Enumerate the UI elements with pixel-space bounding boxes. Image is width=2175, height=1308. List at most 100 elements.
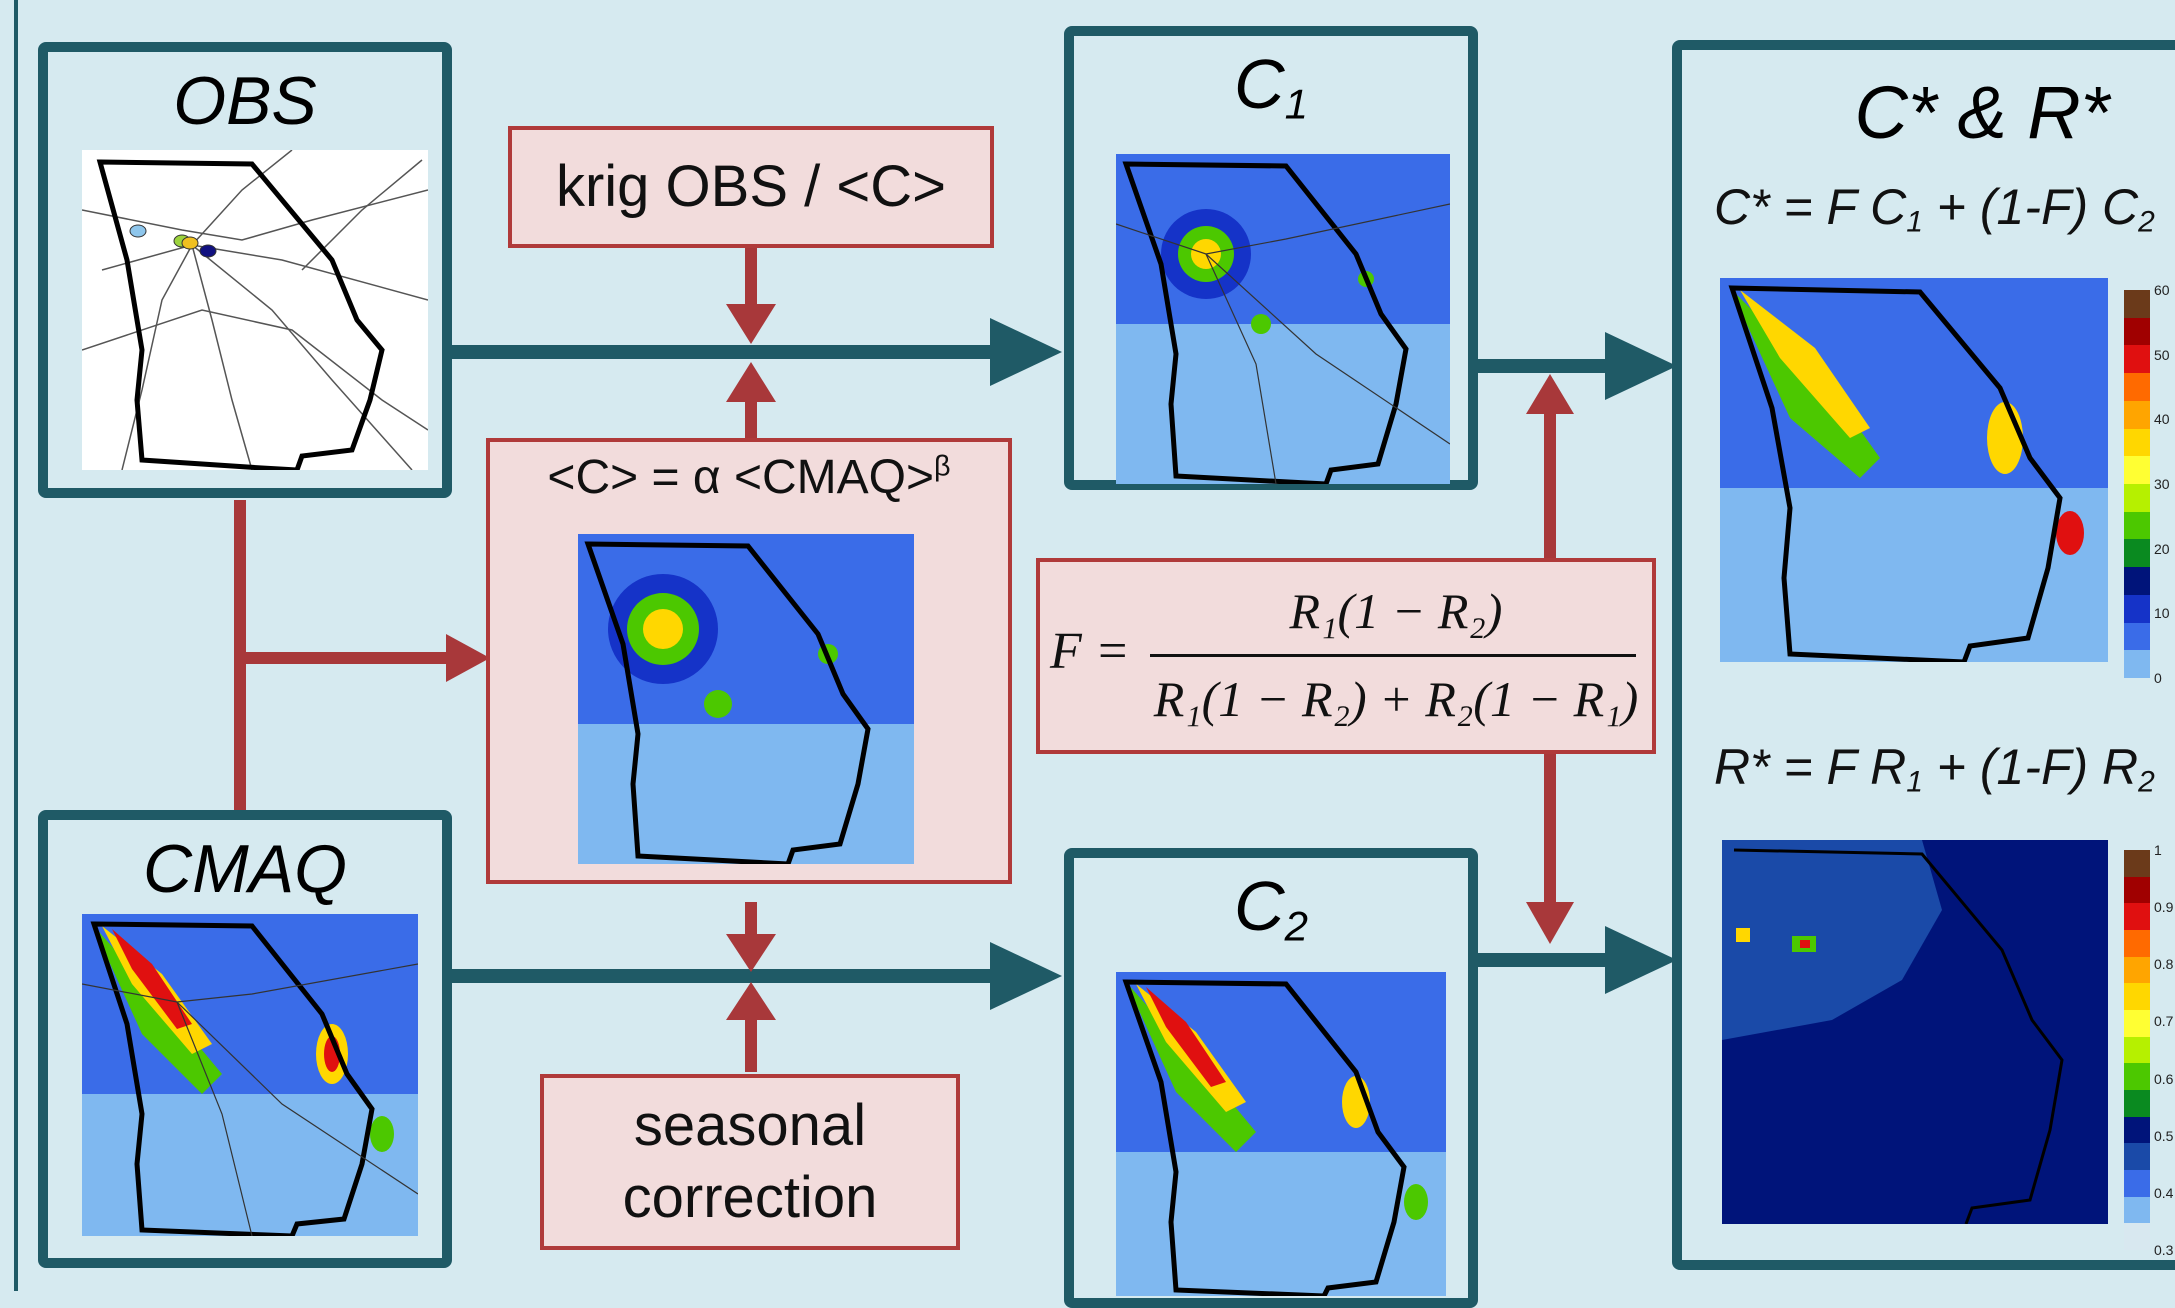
rstar-colorbar-tick-label: 0.4 <box>2154 1184 2174 1201</box>
seasonal-box: seasonal correction <box>540 1074 960 1250</box>
c2-to-combined-arrowhead <box>1605 926 1677 994</box>
rstar-sub1: 1 <box>1906 765 1923 799</box>
combined-panel: C* & R* C* = F C1 + (1-F) C2 60 50 40 30 20 1… <box>1672 40 2175 1270</box>
f-fraction-bar <box>1150 654 1636 657</box>
cstar-colorbar: 60 50 40 30 20 10 0 <box>2124 282 2170 686</box>
cstar-equation: C* = F C1 + (1-F) C2 <box>1714 178 2155 240</box>
rstar-colorbar: 1 0.9 0.8 0.7 0.6 0.5 0.4 0.3 <box>2124 842 2173 1258</box>
rstar-colorbar-swatch <box>2124 1116 2150 1144</box>
f-numerator: R₁(1 − R₂) <box>1289 583 1503 639</box>
regression-map <box>578 534 914 864</box>
cstar-colorbar-swatch <box>2124 400 2150 430</box>
c2-title-main: C <box>1234 867 1285 945</box>
cstar-colorbar-tick-label: 20 <box>2154 540 2170 557</box>
cstar-colorbar-swatch <box>2124 317 2150 346</box>
regression-label-main: <C> = α <CMAQ> <box>547 451 934 504</box>
rstar-map <box>1722 840 2108 1224</box>
rstar-colorbar-swatch <box>2124 1143 2150 1171</box>
f-denominator: R₁(1 − R₂) + R₂(1 − R₁) <box>1153 671 1639 727</box>
cstar-colorbar-tick-label: 60 <box>2154 282 2170 298</box>
cstar-colorbar-swatch <box>2124 650 2150 679</box>
f-up-arrowhead <box>1526 374 1574 414</box>
krig-box: krig OBS / <C> <box>508 126 994 248</box>
cmaq-to-c2-arrowhead <box>990 942 1062 1010</box>
krig-label: krig OBS / <C> <box>555 154 947 219</box>
seasonal-up-arrowhead <box>726 982 776 1020</box>
krig-down-arrowhead <box>726 304 776 344</box>
rstar-colorbar-swatch <box>2124 1036 2150 1064</box>
cmaq-title: CMAQ <box>143 831 347 907</box>
cstar-colorbar-swatch <box>2124 539 2150 568</box>
obs-to-c1-arrowhead <box>990 318 1062 386</box>
cmaq-panel: CMAQ <box>38 810 452 1268</box>
cstar-sub2: 2 <box>2138 205 2155 239</box>
c2-panel: C2 <box>1064 848 1478 1308</box>
obs-title: OBS <box>173 63 317 139</box>
regression-label: <C> = α <CMAQ>β <box>490 450 1008 505</box>
cstar-colorbar-swatch <box>2124 373 2150 402</box>
rstar-colorbar-swatch <box>2124 876 2150 904</box>
c2-map <box>1116 972 1446 1296</box>
c2-title-sub: 2 <box>1284 902 1308 950</box>
c1-to-combined-arrowhead <box>1605 332 1677 400</box>
rstar-colorbar-tick-label: 0.8 <box>2154 956 2174 973</box>
obs-panel: OBS <box>38 42 452 498</box>
cstar-colorbar-tick-label: 0 <box>2154 670 2162 686</box>
rstar-colorbar-swatch <box>2124 1223 2150 1251</box>
rstar-lhs: R* = F R <box>1714 739 1907 795</box>
rstar-colorbar-swatch <box>2124 983 2150 1011</box>
cstar-colorbar-swatch <box>2124 567 2150 596</box>
left-border <box>14 0 18 1291</box>
combined-title: C* & R* <box>1854 71 2110 154</box>
f-lhs: F = <box>1050 623 1130 680</box>
cstar-colorbar-swatch <box>2124 594 2150 624</box>
rstar-colorbar-swatch <box>2124 1063 2150 1091</box>
rstar-colorbar-tick-label: 1 <box>2154 842 2162 858</box>
cstar-colorbar-swatch <box>2124 511 2150 540</box>
cstar-colorbar-tick-label: 30 <box>2154 476 2170 492</box>
cstar-colorbar-swatch <box>2124 428 2150 457</box>
cstar-mid: + (1-F) C <box>1922 179 2139 235</box>
rstar-sub2: 2 <box>2138 765 2155 799</box>
cstar-colorbar-swatch <box>2124 456 2150 485</box>
cstar-colorbar-swatch <box>2124 290 2150 319</box>
rstar-equation: R* = F R1 + (1-F) R2 <box>1714 738 2155 800</box>
cstar-sub1: 1 <box>1906 205 1923 239</box>
c1-title-main: C <box>1234 45 1285 123</box>
cstar-lhs: C* = F C <box>1714 179 1907 235</box>
obs-map <box>82 150 428 470</box>
rstar-colorbar-swatch <box>2124 1090 2150 1118</box>
rstar-colorbar-tick-label: 0.9 <box>2154 899 2174 916</box>
rstar-colorbar-tick-label: 0.3 <box>2154 1242 2174 1258</box>
rstar-colorbar-swatch <box>2124 1010 2150 1038</box>
rstar-colorbar-swatch <box>2124 850 2150 878</box>
c1-title-sub: 1 <box>1284 80 1308 128</box>
rstar-colorbar-swatch <box>2124 1170 2150 1198</box>
rstar-colorbar-swatch <box>2124 903 2150 931</box>
f-down-arrowhead <box>1526 902 1574 944</box>
regression-label-sup: β <box>934 450 951 483</box>
rstar-colorbar-swatch <box>2124 1196 2150 1224</box>
c1-map <box>1116 154 1450 484</box>
cstar-map <box>1720 278 2108 662</box>
cstar-colorbar-tick-label: 40 <box>2154 411 2170 428</box>
cstar-colorbar-swatch <box>2124 484 2150 513</box>
cstar-colorbar-swatch <box>2124 345 2150 374</box>
c1-panel: C1 <box>1064 26 1478 490</box>
rstar-colorbar-swatch <box>2124 956 2150 984</box>
cstar-colorbar-tick-label: 10 <box>2154 605 2170 622</box>
cmaq-map <box>82 914 418 1236</box>
rstar-colorbar-tick-label: 0.6 <box>2154 1070 2174 1087</box>
seasonal-line1: seasonal <box>633 1093 867 1158</box>
f-formula-box: F = R₁(1 − R₂) R₁(1 − R₂) + R₂(1 − R₁) <box>1036 558 1656 754</box>
seasonal-line2: correction <box>622 1165 878 1230</box>
cstar-colorbar-tick-label: 50 <box>2154 346 2170 363</box>
rstar-mid: + (1-F) R <box>1922 739 2139 795</box>
reg-down-arrowhead <box>726 934 776 972</box>
cstar-colorbar-swatch <box>2124 622 2150 651</box>
c1-title: C1 <box>1074 44 1468 129</box>
reg-up-arrowhead <box>726 362 776 402</box>
c2-title: C2 <box>1074 866 1468 951</box>
regression-box: <C> = α <CMAQ>β <box>486 438 1012 884</box>
